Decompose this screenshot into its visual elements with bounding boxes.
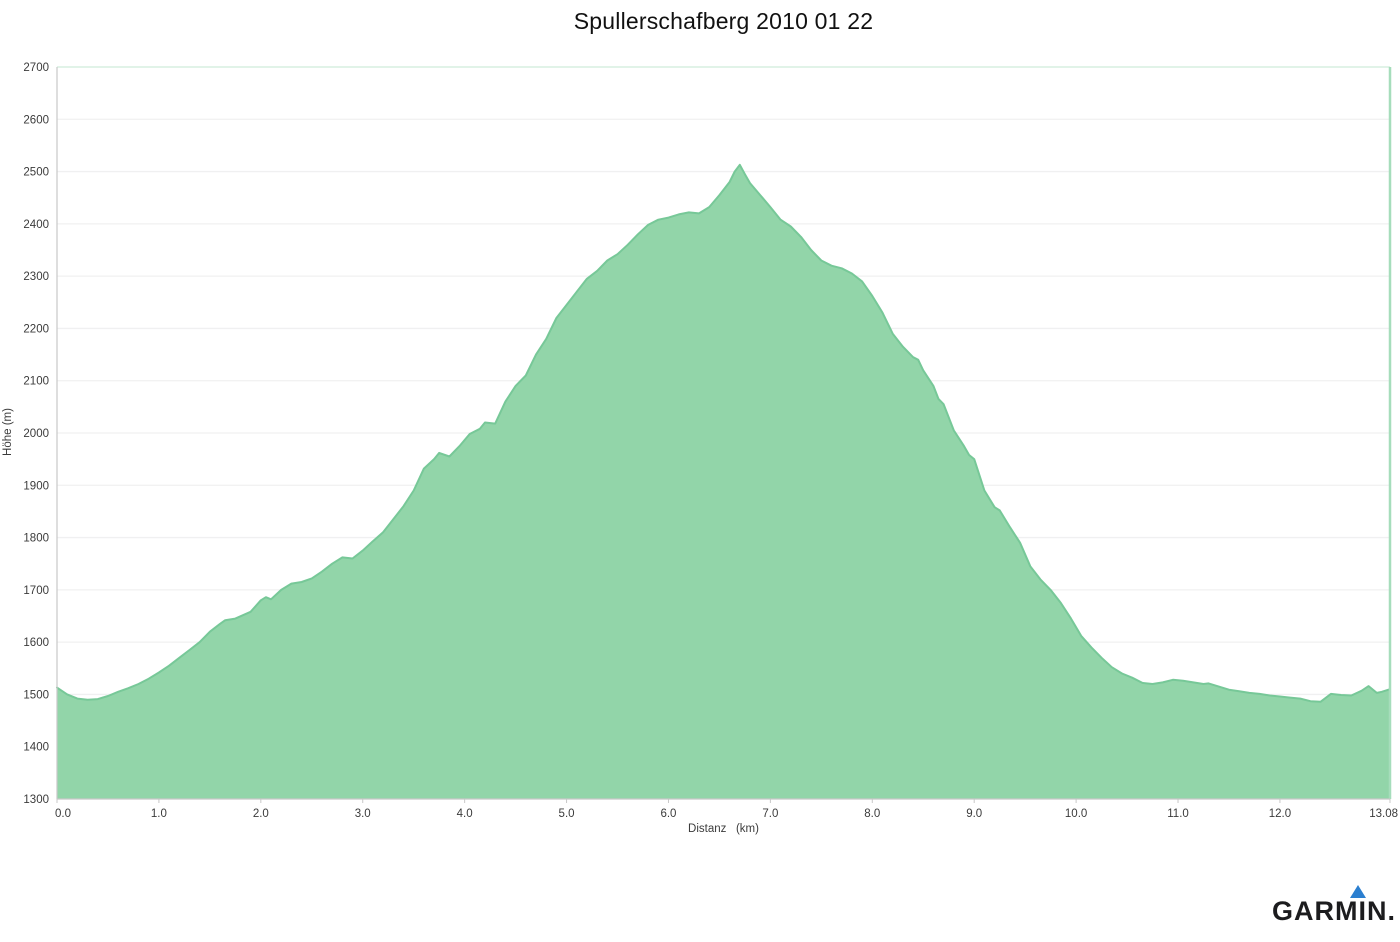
x-tick-label: 0.0: [55, 808, 71, 820]
x-tick-label: 11.0: [1167, 808, 1189, 820]
x-tick-label: 8.0: [864, 808, 880, 820]
chart-title: Spullerschafberg 2010 01 22: [573, 8, 874, 34]
y-tick-label: 2000: [23, 428, 49, 440]
x-tick-label: 12.0: [1269, 808, 1291, 820]
y-axis-title: Höhe (m): [1, 408, 14, 456]
y-tick-label: 1800: [23, 533, 49, 545]
x-tick-label: 10.0: [1065, 808, 1087, 820]
y-tick-label: 1400: [23, 742, 49, 754]
x-tick-label: 9.0: [966, 808, 982, 820]
x-tick-label: 13.08: [1369, 808, 1398, 820]
y-tick-label: 2700: [23, 62, 49, 74]
y-tick-label: 1500: [23, 689, 49, 701]
x-tick-label: 7.0: [762, 808, 778, 820]
x-tick-label: 2.0: [253, 808, 269, 820]
garmin-logo-text: GARMIN.: [1272, 896, 1396, 926]
elevation-area: [57, 164, 1390, 800]
x-tick-label: 6.0: [660, 808, 676, 820]
elevation-chart: 1300 1400 1500 1600 1700 1800 1900 2000 2100 2200…: [23, 62, 1398, 820]
y-tick-label: 2600: [23, 114, 49, 126]
y-tick-label: 2500: [23, 167, 49, 179]
y-tick-label: 1300: [23, 794, 49, 806]
x-tick-label: 1.0: [151, 808, 167, 820]
y-tick-label: 2400: [23, 219, 49, 231]
x-tick-label: 3.0: [355, 808, 371, 820]
garmin-triangle-icon: [1350, 885, 1366, 898]
y-tick-label: 1900: [23, 480, 49, 492]
y-tick-label: 2100: [23, 376, 49, 388]
x-tick-label: 4.0: [457, 808, 473, 820]
elevation-line: [56, 163, 1391, 703]
y-tick-label: 1700: [23, 585, 49, 597]
y-tick-label: 2300: [23, 271, 49, 283]
x-tick-label: 5.0: [559, 808, 575, 820]
y-tick-label: 1600: [23, 637, 49, 649]
x-axis-title: Distanz (km): [688, 823, 759, 835]
garmin-logo: GARMIN.: [1272, 885, 1396, 936]
y-tick-label: 2200: [23, 323, 49, 335]
